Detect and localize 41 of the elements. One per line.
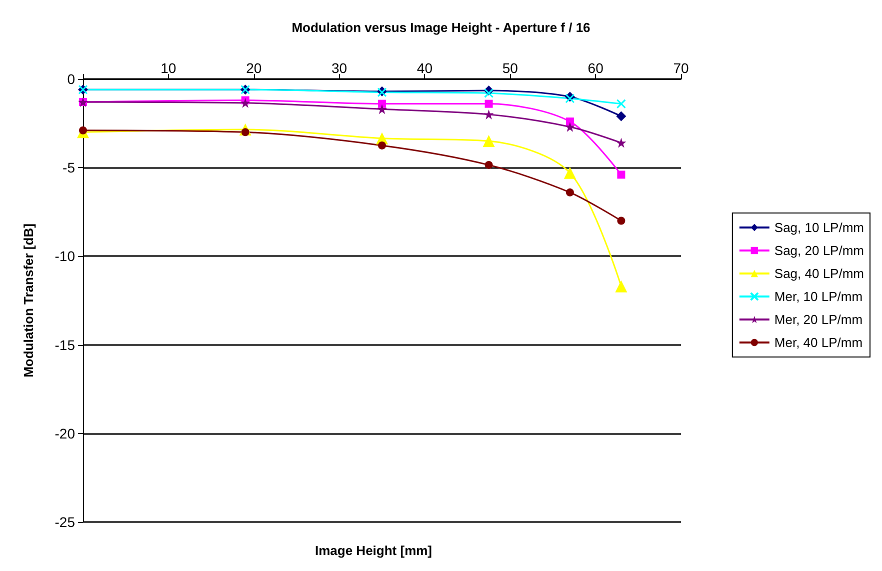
x-tick-label: 10 xyxy=(160,60,176,76)
x-axis-title: Image Height [mm] xyxy=(315,543,432,558)
x-tick-label: 50 xyxy=(502,60,518,76)
legend-label: Sag, 10 LP/mm xyxy=(774,220,864,235)
x-tick-label: 20 xyxy=(246,60,262,76)
x-tick-label: 60 xyxy=(588,60,604,76)
x-tick-label: 40 xyxy=(416,60,433,76)
y-tick-label: -5 xyxy=(62,160,76,176)
point xyxy=(240,98,250,108)
point xyxy=(378,141,386,150)
point xyxy=(616,99,626,109)
point xyxy=(566,118,574,126)
point xyxy=(484,88,494,98)
legend-label: Sag, 40 LP/mm xyxy=(774,266,864,281)
point xyxy=(484,160,493,169)
point xyxy=(482,135,495,148)
y-tick-label: 0 xyxy=(67,71,76,87)
y-axis-title: Modulation Transfer [dB] xyxy=(21,224,36,378)
legend-label: Sag, 20 LP/mm xyxy=(774,243,864,258)
point xyxy=(616,138,626,148)
point xyxy=(615,280,628,292)
y-tick-label: -15 xyxy=(54,336,76,353)
point xyxy=(484,100,493,108)
point xyxy=(617,170,626,179)
legend-label: Mer, 40 LP/mm xyxy=(774,335,863,350)
legend-label: Mer, 10 LP/mm xyxy=(774,289,863,304)
y-tick-label: -20 xyxy=(54,425,76,442)
point xyxy=(616,111,626,122)
point xyxy=(564,166,576,179)
point xyxy=(484,109,494,120)
y-tick-label: -25 xyxy=(54,514,76,530)
point xyxy=(566,188,574,196)
point xyxy=(564,122,575,132)
x-tick-label: 30 xyxy=(331,60,348,76)
point xyxy=(617,216,626,225)
legend-label: Mer, 20 LP/mm xyxy=(774,312,863,327)
point xyxy=(377,104,387,114)
chart-title: Modulation versus Image Height - Aperture f / 16 xyxy=(292,20,590,35)
x-tick-label: 70 xyxy=(673,60,689,76)
y-tick-label: -10 xyxy=(54,248,76,264)
point xyxy=(378,100,386,108)
